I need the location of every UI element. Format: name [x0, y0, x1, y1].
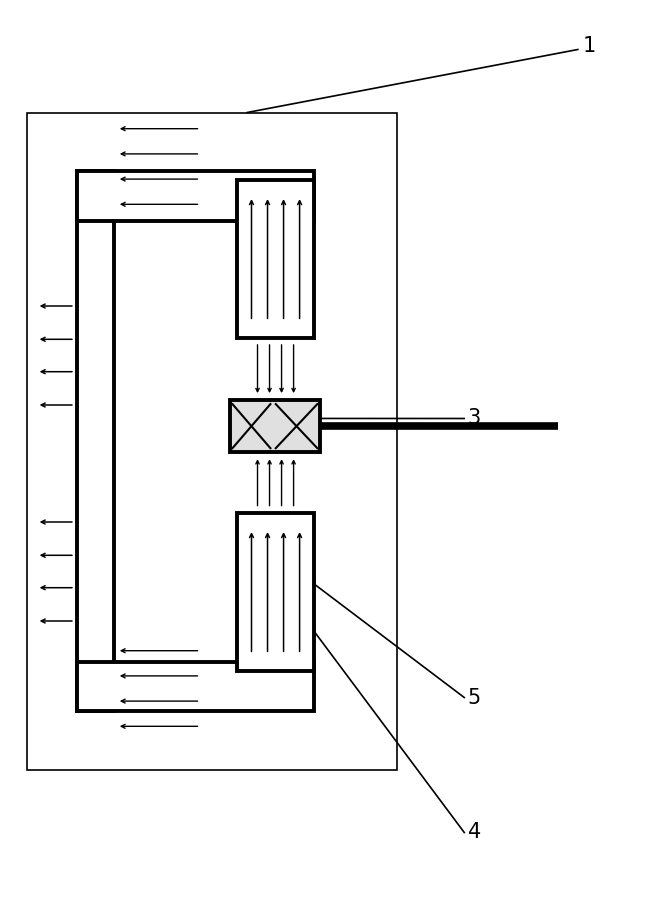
FancyBboxPatch shape	[77, 662, 314, 711]
FancyBboxPatch shape	[27, 112, 397, 770]
Text: 4: 4	[468, 823, 481, 842]
FancyBboxPatch shape	[77, 171, 114, 711]
FancyBboxPatch shape	[237, 513, 314, 670]
Text: 3: 3	[468, 409, 481, 428]
FancyBboxPatch shape	[230, 400, 320, 452]
Text: 1: 1	[582, 36, 596, 56]
Text: 5: 5	[468, 688, 481, 707]
FancyBboxPatch shape	[237, 180, 314, 338]
FancyBboxPatch shape	[77, 171, 314, 220]
